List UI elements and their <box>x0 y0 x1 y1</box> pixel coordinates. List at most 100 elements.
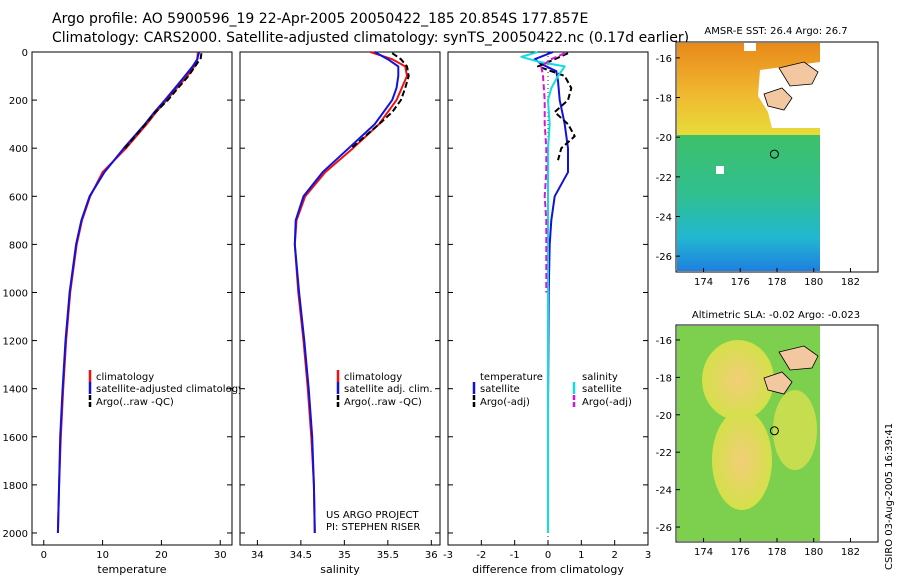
x-tick-label: 30 <box>214 550 227 561</box>
sla-field <box>677 326 820 541</box>
map-y-tick-label: -16 <box>656 54 672 65</box>
project-note-line-1: US ARGO PROJECT <box>326 510 420 521</box>
map-y-tick-label: -22 <box>656 448 672 459</box>
x-tick-label: 0 <box>41 550 47 561</box>
salinity-ticks: 34 34.5 35 35.5 36 <box>240 51 440 561</box>
x-tick-label: 35 <box>338 550 351 561</box>
map-x-tick-label: 180 <box>804 547 823 558</box>
map-y-tick-label: -18 <box>656 373 672 384</box>
legend-label-argo: Argo(..raw -QC) <box>96 397 174 408</box>
legend-label-satellite-adjusted: satellite-adjusted climatology <box>96 384 244 395</box>
x-tick-label: 35.5 <box>377 550 399 561</box>
x-tick-label: 10 <box>96 550 109 561</box>
series-argo-raw-qc- <box>124 53 203 149</box>
salinity-profile-panel: 34 34.5 35 35.5 36 salinity climatology sate… <box>239 51 441 576</box>
sst-map-panel: AMSR-E SST: 26.4 Argo: 26.7 174 176 178 180… <box>656 26 879 288</box>
y-tick-label: 1600 <box>3 433 28 444</box>
x-tick-label: 2 <box>611 550 617 561</box>
y-tick-label: 1200 <box>3 337 28 348</box>
map-y-tick-label: -24 <box>656 212 672 223</box>
map-x-tick-label: 180 <box>804 277 823 288</box>
map-x-tick-label: 182 <box>841 277 860 288</box>
series-temperature-satellite <box>533 51 569 533</box>
map-x-tick-label: 178 <box>767 277 786 288</box>
legend-label-sal-satellite: satellite <box>582 384 622 395</box>
map-x-tick-label: 182 <box>841 547 860 558</box>
sla-high-anomaly-2 <box>712 410 772 510</box>
y-tick-label: 1800 <box>3 481 28 492</box>
map-x-tick-label: 174 <box>694 547 713 558</box>
figure-title-line-2: Climatology: CARS2000. Satellite-adjuste… <box>52 30 690 46</box>
legend-label-argo: Argo(..raw -QC) <box>344 397 422 408</box>
legend-label-climatology: climatology <box>96 372 154 383</box>
project-note-line-2: PI: STEPHEN RISER <box>326 522 420 533</box>
map-x-tick-label: 174 <box>694 277 713 288</box>
map-x-tick-label: 178 <box>767 547 786 558</box>
sst-cool-region <box>677 135 820 271</box>
map-x-tick-label: 176 <box>731 547 750 558</box>
sla-map-panel: Altimetric SLA: -0.02 Argo: -0.023 174 17… <box>656 310 879 558</box>
x-tick-label: -3 <box>443 550 453 561</box>
island-viti-levu <box>778 345 819 371</box>
series-argo-raw-qc- <box>350 52 410 149</box>
map-y-tick-label: -24 <box>656 486 672 497</box>
series-satellite-adjusted-climatology <box>56 51 201 534</box>
figure-title-line-1: Argo profile: AO 5900596_19 22-Apr-2005 … <box>52 11 589 27</box>
legend-label-climatology: climatology <box>344 372 402 383</box>
salinity-legend: climatology satellite adj. clim. Argo(..… <box>336 370 433 408</box>
y-tick-label: 400 <box>9 144 28 155</box>
island-vanua-levu <box>763 371 793 395</box>
salinity-axes-frame <box>239 51 441 546</box>
sst-field <box>677 43 820 271</box>
difference-ticks: -3 -2 -1 0 1 2 3 <box>443 51 651 561</box>
y-tick-label: 1400 <box>3 385 28 396</box>
float-position-marker <box>769 149 779 159</box>
difference-series <box>520 51 576 533</box>
temperature-xlabel: temperature <box>97 563 166 576</box>
legend-heading-salinity: salinity <box>582 372 618 383</box>
legend-heading-temperature: temperature <box>480 372 543 383</box>
series-salinity-argo-adj- <box>540 52 566 293</box>
y-tick-label: 1000 <box>3 288 28 299</box>
x-tick-label: 20 <box>155 550 168 561</box>
temperature-axes-frame <box>31 51 233 546</box>
legend-label-temp-satellite: satellite <box>480 384 520 395</box>
credit-stamp: CSIRO 03-Aug-2005 16:39:41 <box>884 422 895 570</box>
map-y-tick-label: -18 <box>656 94 672 105</box>
temperature-legend: climatology satellite-adjusted climatolo… <box>88 370 244 408</box>
salinity-series <box>293 51 410 534</box>
map-y-tick-label: -26 <box>656 252 672 263</box>
legend-label-satellite-adj: satellite adj. clim. <box>344 384 433 395</box>
sla-map-ticks: 174 176 178 180 182 -16 -18 -20 -22 -24 -26 <box>656 336 860 558</box>
y-tick-label: 800 <box>9 240 28 251</box>
sst-missing-data-patch <box>744 43 756 51</box>
x-tick-label: 0 <box>545 550 551 561</box>
difference-legend: temperature satellite Argo(-adj) salinit… <box>472 372 632 408</box>
legend-label-sal-argo: Argo(-adj) <box>582 397 632 408</box>
y-tick-label: 600 <box>9 192 28 203</box>
sla-high-anomaly <box>702 340 774 420</box>
float-position-marker <box>769 426 779 436</box>
sst-map-title: AMSR-E SST: 26.4 Argo: 26.7 <box>704 26 847 37</box>
y-tick-label: 200 <box>9 96 28 107</box>
x-tick-label: 34 <box>251 550 264 561</box>
map-x-tick-label: 176 <box>731 277 750 288</box>
x-tick-label: -1 <box>510 550 520 561</box>
x-tick-label: 36 <box>425 550 438 561</box>
y-tick-label: 2000 <box>3 529 28 540</box>
sla-moderate-anomaly <box>773 390 817 470</box>
temperature-profile-panel: 0 10 20 30 0 200 400 600 800 1000 1200 1400 1600 1800… <box>3 48 244 576</box>
map-y-tick-label: -20 <box>656 411 672 422</box>
sst-missing-data-patch-2 <box>716 166 724 174</box>
salinity-xlabel: salinity <box>320 563 360 576</box>
series-salinity-satellite <box>520 51 566 533</box>
temperature-ticks: 0 10 20 30 0 200 400 600 800 1000 1200 1400 1600 1800… <box>3 48 232 561</box>
difference-xlabel: difference from climatology <box>472 563 624 576</box>
map-y-tick-label: -16 <box>656 336 672 347</box>
island-vanua-levu <box>763 87 793 111</box>
sst-map-ticks: 174 176 178 180 182 -16 -18 -20 -22 -24 -26 <box>656 54 860 288</box>
y-tick-label: 0 <box>22 48 28 59</box>
series-satellite-adj-clim- <box>293 51 400 534</box>
map-y-tick-label: -22 <box>656 173 672 184</box>
